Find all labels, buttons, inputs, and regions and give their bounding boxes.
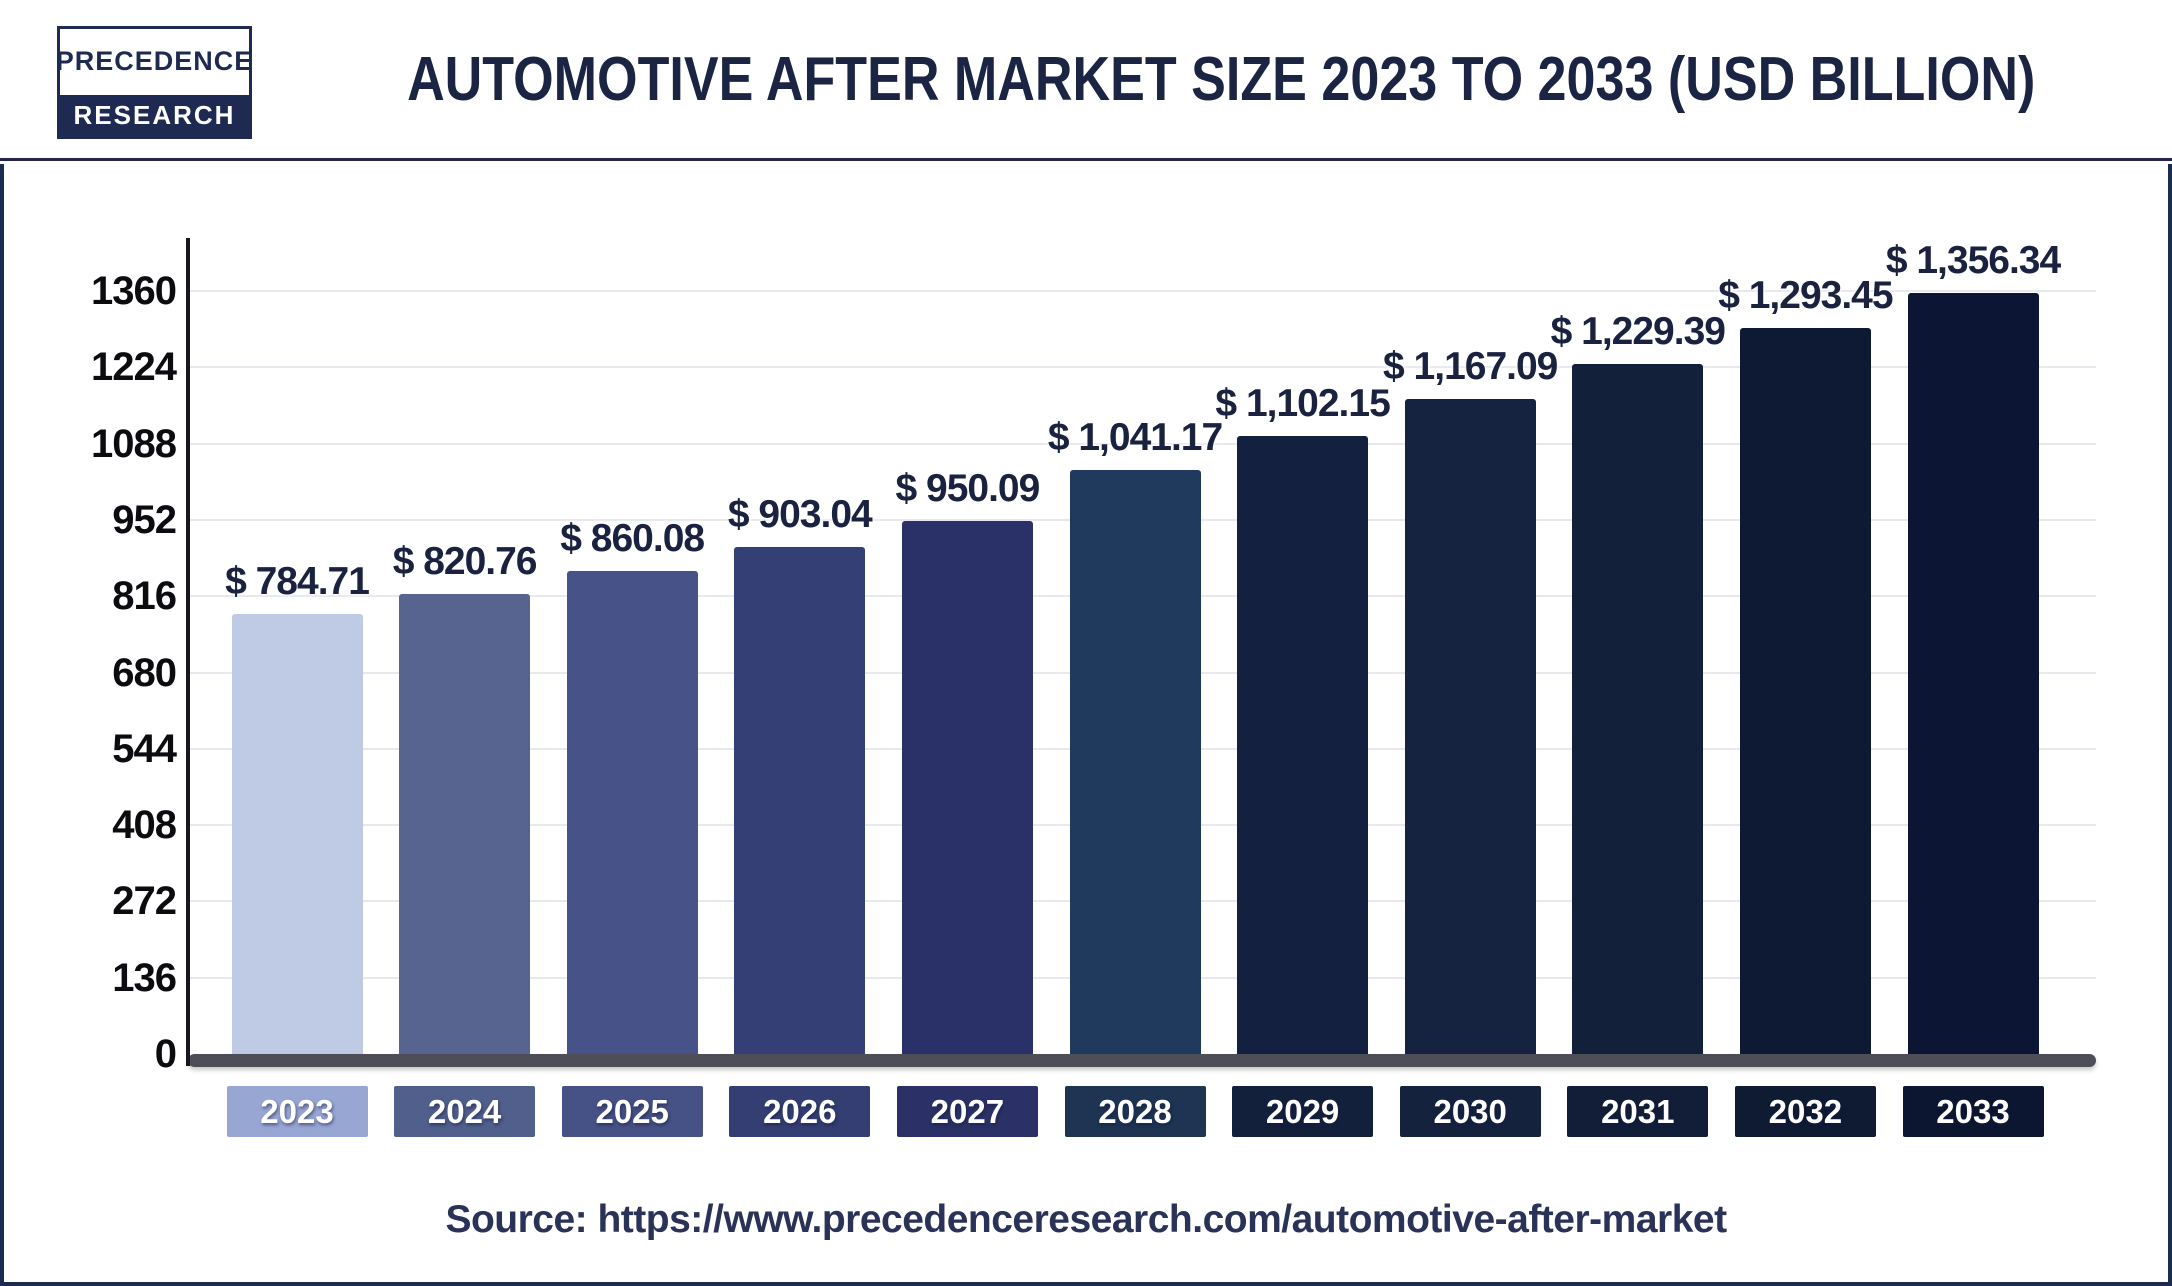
y-tick-label-544: 544 (112, 726, 177, 771)
year-badge-2027: 2027 (896, 1086, 1038, 1137)
y-axis-line (186, 238, 190, 1066)
year-badge-2033: 2033 (1902, 1086, 2044, 1137)
y-tick-label-952: 952 (112, 497, 177, 542)
bar-value-label-2024: $ 820.76 (392, 539, 538, 583)
bar-2026 (734, 547, 866, 1054)
year-badge-2028: 2028 (1064, 1086, 1206, 1137)
year-badge-2032: 2032 (1734, 1086, 1876, 1137)
logo-line-1: PRECEDENCE (56, 28, 252, 95)
y-gridline-1088 (190, 442, 2096, 445)
bar-2023 (231, 613, 363, 1054)
bar-2027 (901, 520, 1033, 1054)
source-line: Source: https://www.precedenceresearch.c… (445, 1198, 1727, 1241)
bar-value-label-2027: $ 950.09 (895, 466, 1040, 510)
y-tick-label-1360: 1360 (91, 269, 177, 313)
y-tick-label-1224: 1224 (91, 345, 177, 390)
year-badge-2030: 2030 (1399, 1086, 1541, 1137)
year-badge-2024: 2024 (394, 1086, 536, 1137)
year-badge-2026: 2026 (729, 1086, 871, 1137)
bar-value-label-2028: $ 1,041.17 (1047, 415, 1223, 459)
header: PRECEDENCE RESEARCH AUTOMOTIVE AFTER MAR… (0, 0, 2172, 161)
title-wrap: AUTOMOTIVE AFTER MARKET SIZE 2023 TO 203… (252, 44, 2172, 115)
y-tick-label-408: 408 (112, 803, 177, 848)
bar-value-label-2023: $ 784.71 (225, 559, 370, 603)
y-tick-label-1088: 1088 (91, 421, 177, 466)
y-tick-label-816: 816 (112, 574, 177, 619)
precedence-research-logo: PRECEDENCE RESEARCH (56, 25, 252, 139)
x-axis-baseline (188, 1054, 2096, 1067)
bar-2029 (1237, 435, 1369, 1054)
bar-value-label-2033: $ 1,356.34 (1885, 239, 2061, 283)
year-badge-2029: 2029 (1232, 1086, 1374, 1137)
bar-2031 (1572, 364, 1704, 1054)
year-badge-2031: 2031 (1567, 1086, 1709, 1137)
page-title: AUTOMOTIVE AFTER MARKET SIZE 2023 TO 203… (407, 44, 2036, 114)
bar-2033 (1907, 293, 2039, 1054)
bar-value-label-2032: $ 1,293.45 (1718, 274, 1893, 318)
y-gridline-1224 (190, 366, 2096, 369)
bar-2024 (399, 593, 531, 1054)
y-tick-label-0: 0 (154, 1032, 177, 1076)
y-gridline-1360 (190, 290, 2096, 292)
year-badge-2023: 2023 (226, 1086, 368, 1137)
bar-value-label-2029: $ 1,102.15 (1215, 381, 1390, 425)
bar-value-label-2025: $ 860.08 (560, 517, 705, 561)
y-tick-label-680: 680 (112, 650, 177, 695)
logo-line-2: RESEARCH (60, 94, 249, 136)
bar-2032 (1739, 328, 1871, 1054)
y-tick-label-136: 136 (112, 955, 177, 1000)
bar-2028 (1069, 469, 1201, 1054)
bar-value-label-2026: $ 903.04 (727, 493, 873, 537)
bar-2025 (566, 571, 698, 1054)
bar-value-label-2030: $ 1,167.09 (1383, 345, 1558, 389)
bar-value-label-2031: $ 1,229.39 (1550, 310, 1726, 354)
y-tick-label-272: 272 (112, 879, 177, 924)
year-badge-2025: 2025 (561, 1086, 703, 1137)
bar-2030 (1404, 399, 1536, 1054)
